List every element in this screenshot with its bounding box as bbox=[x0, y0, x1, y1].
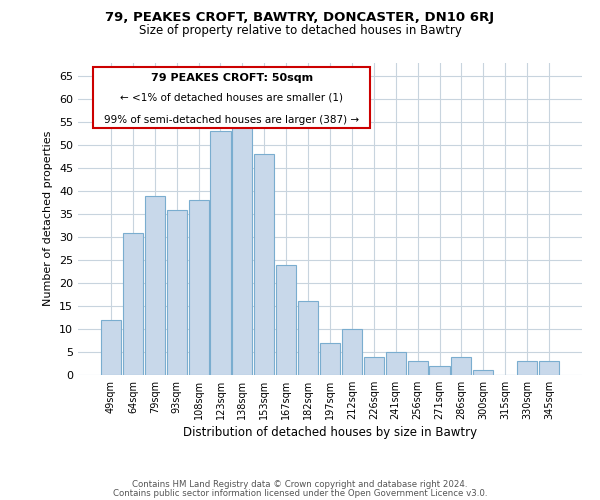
Bar bbox=[145, 196, 165, 375]
Bar bbox=[123, 232, 143, 375]
Bar bbox=[101, 320, 121, 375]
Bar bbox=[342, 329, 362, 375]
Bar bbox=[430, 366, 449, 375]
Text: Contains HM Land Registry data © Crown copyright and database right 2024.: Contains HM Land Registry data © Crown c… bbox=[132, 480, 468, 489]
Text: 99% of semi-detached houses are larger (387) →: 99% of semi-detached houses are larger (… bbox=[104, 114, 359, 124]
Bar bbox=[276, 264, 296, 375]
Bar bbox=[407, 361, 428, 375]
Text: Contains public sector information licensed under the Open Government Licence v3: Contains public sector information licen… bbox=[113, 490, 487, 498]
Text: 79 PEAKES CROFT: 50sqm: 79 PEAKES CROFT: 50sqm bbox=[151, 74, 313, 84]
Bar bbox=[254, 154, 274, 375]
Y-axis label: Number of detached properties: Number of detached properties bbox=[43, 131, 53, 306]
FancyBboxPatch shape bbox=[93, 67, 370, 128]
Text: 79, PEAKES CROFT, BAWTRY, DONCASTER, DN10 6RJ: 79, PEAKES CROFT, BAWTRY, DONCASTER, DN1… bbox=[106, 11, 494, 24]
Bar bbox=[517, 361, 537, 375]
Bar bbox=[539, 361, 559, 375]
Bar bbox=[451, 356, 472, 375]
X-axis label: Distribution of detached houses by size in Bawtry: Distribution of detached houses by size … bbox=[183, 426, 477, 439]
Bar bbox=[473, 370, 493, 375]
Bar bbox=[364, 356, 384, 375]
Text: Size of property relative to detached houses in Bawtry: Size of property relative to detached ho… bbox=[139, 24, 461, 37]
Bar bbox=[298, 302, 318, 375]
Bar bbox=[211, 132, 230, 375]
Bar bbox=[167, 210, 187, 375]
Bar bbox=[188, 200, 209, 375]
Text: ← <1% of detached houses are smaller (1): ← <1% of detached houses are smaller (1) bbox=[120, 93, 343, 103]
Bar bbox=[232, 127, 253, 375]
Bar bbox=[386, 352, 406, 375]
Bar bbox=[320, 343, 340, 375]
